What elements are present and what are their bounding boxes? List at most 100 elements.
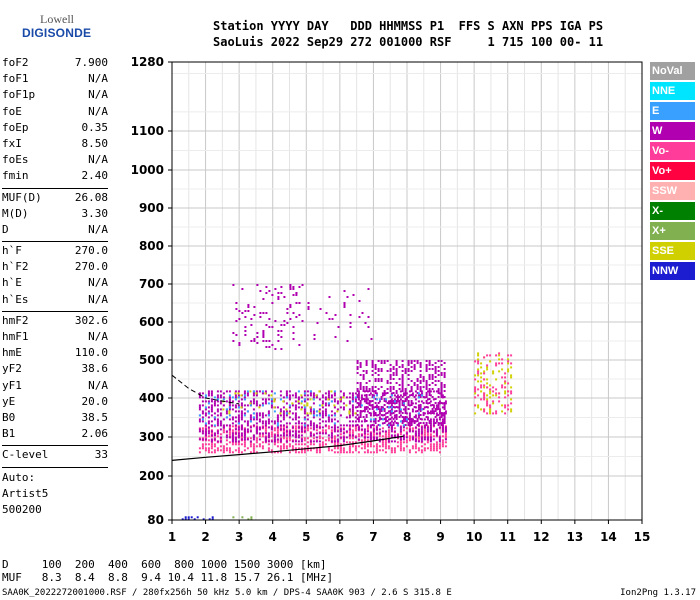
echo-point [504, 412, 507, 415]
echo-point [392, 386, 395, 388]
echo-point [201, 400, 204, 403]
echo-point [339, 424, 342, 427]
echo-point [352, 294, 355, 296]
echo-point [372, 418, 375, 421]
echo-point [219, 428, 222, 431]
echo-point [261, 426, 264, 429]
echo-point [474, 386, 477, 389]
echo-point [321, 443, 324, 446]
echo-point [237, 396, 240, 399]
echo-point [270, 425, 273, 428]
echo-point [210, 434, 213, 437]
echo-point [377, 408, 380, 410]
echo-point [420, 408, 423, 411]
echo-point [225, 400, 228, 403]
echo-point [393, 434, 396, 437]
echo-point [318, 432, 321, 435]
echo-point [345, 430, 348, 433]
echo-point [300, 438, 303, 441]
echo-point [315, 414, 318, 417]
echo-point [401, 366, 404, 368]
echo-point [345, 441, 348, 444]
echo-point [201, 430, 204, 433]
muf-row: MUF 8.3 8.4 8.8 9.4 10.4 11.8 15.7 26.1 … [2, 571, 334, 584]
echo-point [444, 412, 447, 415]
echo-point [267, 402, 270, 405]
echo-point [252, 416, 255, 419]
echo-point [252, 400, 255, 403]
echo-point [210, 400, 213, 403]
echo-point [390, 404, 393, 407]
echo-point [381, 430, 384, 433]
echo-point [425, 366, 428, 368]
echo-point [425, 400, 428, 402]
echo-point [411, 445, 414, 448]
echo-point [408, 430, 411, 433]
echo-point [279, 412, 282, 415]
echo-point [419, 388, 422, 390]
y-tick-label: 1000 [131, 163, 164, 177]
echo-point [489, 390, 492, 393]
echo-point [333, 447, 336, 450]
echo-point [231, 451, 234, 454]
echo-point [431, 396, 434, 398]
echo-point [384, 416, 387, 419]
echo-point [228, 414, 231, 417]
echo-point [294, 418, 297, 421]
echo-point [428, 398, 431, 400]
echo-point [401, 404, 404, 406]
echo-point [231, 416, 234, 419]
echo-point [336, 443, 339, 446]
echo-point [231, 443, 234, 446]
echo-point [354, 392, 357, 395]
echo-point [351, 429, 354, 432]
echo-point [234, 392, 237, 395]
echo-point [372, 436, 375, 439]
echo-point [354, 396, 357, 399]
echo-point [306, 390, 309, 393]
echo-point [244, 316, 247, 318]
echo-point [405, 435, 408, 438]
echo-point [438, 412, 441, 415]
echo-point [407, 384, 410, 386]
echo-point [404, 406, 407, 408]
echo-point [265, 292, 268, 294]
echo-point [492, 400, 495, 403]
y-tick-label: 500 [139, 353, 164, 367]
echo-point [342, 451, 345, 454]
echo-point [389, 368, 392, 370]
echo-point [507, 358, 510, 361]
echo-point [504, 404, 507, 407]
echo-point [258, 426, 261, 429]
echo-point [474, 412, 477, 415]
echo-point [207, 430, 210, 433]
echo-point [383, 394, 386, 396]
x-tick-label: 15 [634, 530, 651, 544]
echo-point [356, 394, 359, 396]
echo-point [381, 408, 384, 411]
echo-point [348, 449, 351, 452]
echo-point [372, 428, 375, 431]
echo-point [318, 443, 321, 446]
echo-point [387, 445, 390, 448]
echo-point [389, 422, 392, 424]
echo-point [267, 432, 270, 435]
echo-point [286, 322, 289, 324]
echo-point [207, 406, 210, 409]
echo-point [312, 412, 315, 415]
echo-point [414, 430, 417, 433]
echo-point [207, 420, 210, 423]
echo-point [297, 420, 300, 423]
legend-item: X- [650, 202, 695, 220]
echo-point [298, 302, 301, 304]
echo-point [351, 437, 354, 440]
echo-point [243, 438, 246, 441]
param-row: fxI 8.50 [2, 137, 108, 153]
echo-point [318, 418, 321, 421]
echo-point [225, 416, 228, 419]
echo-point [405, 432, 408, 435]
echo-point [401, 400, 404, 402]
echo-point [327, 420, 330, 423]
echo-point [438, 402, 441, 405]
echo-point [390, 394, 393, 397]
